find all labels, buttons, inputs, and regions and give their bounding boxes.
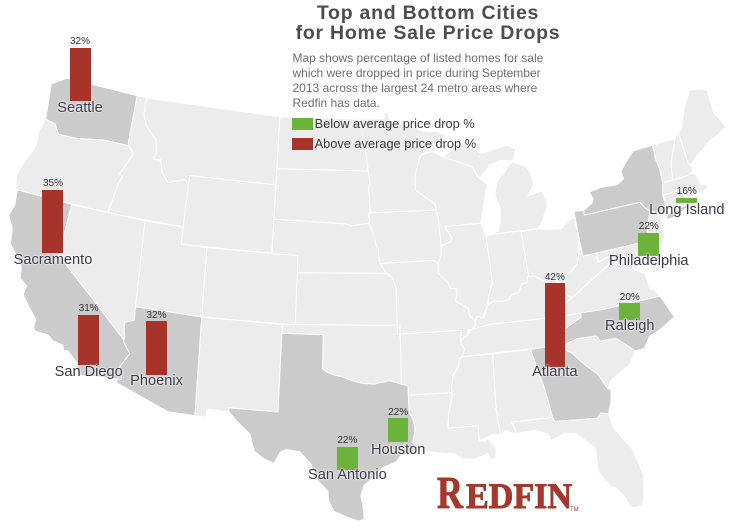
svg-text:EDFIN: EDFIN — [466, 476, 572, 516]
svg-text:R: R — [437, 471, 464, 516]
svg-text:TM: TM — [570, 507, 579, 513]
